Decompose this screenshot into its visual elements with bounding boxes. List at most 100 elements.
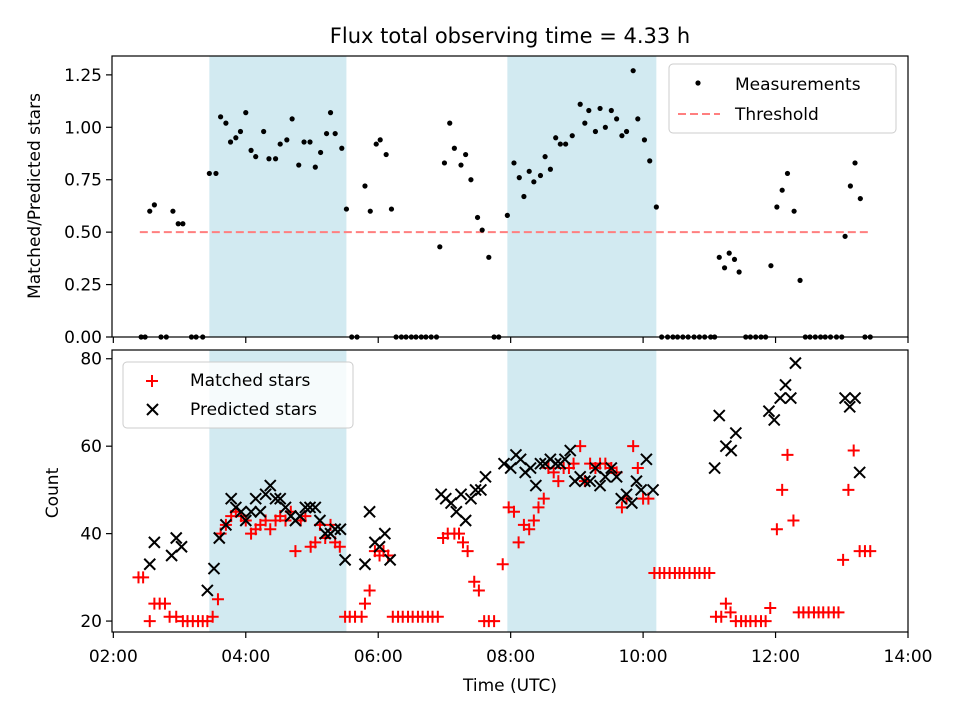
measurement-point xyxy=(339,145,345,151)
measurement-point xyxy=(237,128,244,135)
matched-point xyxy=(864,545,877,558)
predicted-point xyxy=(838,391,852,405)
measurement-point xyxy=(362,183,368,189)
bottom-y-tick-label: 60 xyxy=(80,437,102,457)
x-axis-label: Time (UTC) xyxy=(462,676,557,696)
bottom-y-tick-label: 80 xyxy=(80,350,102,370)
measurement-point xyxy=(463,151,469,158)
top-y-axis-label: Matched/Predicted stars xyxy=(25,93,45,299)
matched-point xyxy=(547,466,560,479)
measurement-point xyxy=(623,128,630,135)
matched-point xyxy=(781,448,794,461)
predicted-point xyxy=(848,391,862,405)
predicted-point xyxy=(358,558,372,571)
measurement-point xyxy=(641,137,648,143)
measurement-point xyxy=(592,128,599,135)
matched-point xyxy=(137,571,150,584)
predicted-point xyxy=(564,444,577,457)
measurement-point xyxy=(327,110,334,116)
matched-point xyxy=(468,575,481,588)
predicted-point xyxy=(254,505,267,518)
predicted-point xyxy=(338,553,352,567)
measurement-point xyxy=(563,141,569,147)
measurement-point xyxy=(147,208,153,214)
measurement-point xyxy=(312,164,318,170)
predicted-point xyxy=(605,461,618,475)
predicted-point xyxy=(279,501,292,514)
matched-point xyxy=(703,566,716,579)
matched-point xyxy=(552,475,565,488)
predicted-point xyxy=(583,474,597,488)
predicted-point xyxy=(273,492,287,505)
predicted-point xyxy=(708,461,721,475)
predicted-point xyxy=(479,470,492,483)
measurement-point xyxy=(557,141,563,147)
matched-point xyxy=(764,601,777,614)
measurement-point xyxy=(253,154,259,160)
predicted-point xyxy=(504,461,517,475)
measurement-point xyxy=(301,139,307,145)
matched-point xyxy=(496,558,509,571)
matched-point xyxy=(832,606,845,619)
bottom-axes-frame xyxy=(111,349,909,633)
measurement-point xyxy=(602,124,608,130)
legend-predicted-label: Predicted stars xyxy=(190,400,317,420)
measurement-point xyxy=(577,101,583,107)
measurement-point xyxy=(504,212,510,218)
top-legend-box xyxy=(668,63,897,134)
measurement-point xyxy=(307,139,313,145)
measurement-point xyxy=(289,116,295,122)
predicted-point xyxy=(363,505,376,518)
predicted-point xyxy=(219,518,233,532)
matched-point xyxy=(507,505,520,518)
predicted-point xyxy=(319,527,332,540)
matched-point xyxy=(527,514,540,527)
measurement-point xyxy=(721,265,728,271)
predicted-point xyxy=(175,540,188,553)
predicted-point xyxy=(234,505,248,518)
matched-point xyxy=(842,483,855,496)
matched-point xyxy=(776,483,789,496)
top-legend: Measurements Threshold xyxy=(668,63,897,134)
predicted-point xyxy=(264,479,277,492)
matched-point xyxy=(512,536,525,549)
matched-point xyxy=(382,549,395,562)
measurement-point xyxy=(170,208,176,214)
matched-point xyxy=(715,610,728,623)
measurement-point xyxy=(151,202,157,208)
measurement-point xyxy=(458,162,464,168)
top-y-tick-label: 0.75 xyxy=(64,171,102,191)
measurement-point xyxy=(474,214,481,221)
predicted-point xyxy=(779,378,792,392)
measurement-point xyxy=(857,195,863,202)
bottom-legend-box xyxy=(122,361,354,429)
measurement-point xyxy=(516,175,522,181)
predicted-point xyxy=(165,549,178,562)
measurement-point xyxy=(377,137,383,143)
predicted-point xyxy=(244,505,258,518)
predicted-point xyxy=(640,453,653,466)
matched-point xyxy=(431,610,444,623)
measurement-point xyxy=(619,133,625,139)
matched-point xyxy=(847,444,860,457)
predicted-point xyxy=(309,501,322,514)
measurement-point xyxy=(332,130,338,137)
predicted-point xyxy=(293,509,307,523)
matched-point xyxy=(309,536,322,549)
predicted-point xyxy=(853,466,866,479)
measurement-point xyxy=(582,120,588,126)
measurement-point xyxy=(261,128,267,135)
matched-point xyxy=(358,597,371,610)
predicted-point xyxy=(378,527,392,540)
measurement-point xyxy=(731,256,738,263)
measurement-point xyxy=(542,154,548,160)
measurement-point xyxy=(218,114,224,120)
legend-matched-label: Matched stars xyxy=(190,371,310,391)
predicted-point xyxy=(464,492,478,505)
predicted-point xyxy=(724,444,738,457)
measurement-point xyxy=(726,250,732,256)
measurement-point xyxy=(266,156,272,162)
matched-point xyxy=(631,462,644,475)
x-tick-label: 12:00 xyxy=(751,647,800,667)
predicted-point xyxy=(313,514,327,527)
